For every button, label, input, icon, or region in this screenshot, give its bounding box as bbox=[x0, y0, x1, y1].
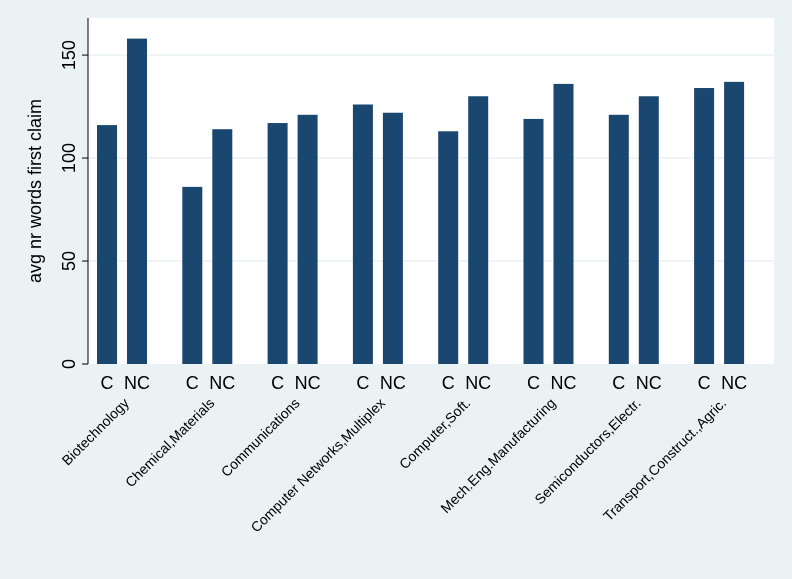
bar-c-1 bbox=[182, 186, 203, 364]
bar-c-2 bbox=[267, 123, 288, 365]
bar-c-7 bbox=[694, 88, 715, 365]
bar-series-label: C bbox=[356, 373, 369, 393]
y-tick-label: 50 bbox=[59, 251, 79, 271]
bar-series-label: C bbox=[442, 373, 455, 393]
bar-series-label: C bbox=[186, 373, 199, 393]
gridlines bbox=[88, 54, 774, 262]
y-tick-label: 0 bbox=[59, 359, 79, 369]
y-axis-title: avg nr words first claim bbox=[25, 99, 45, 283]
bar-nc-3 bbox=[382, 112, 403, 364]
bar-series-label: NC bbox=[551, 373, 577, 393]
bar-series-label: NC bbox=[465, 373, 491, 393]
bars bbox=[97, 38, 745, 365]
y-tick-label: 150 bbox=[59, 40, 79, 70]
bar-c-6 bbox=[608, 114, 629, 364]
bar-series-label: NC bbox=[636, 373, 662, 393]
bar-series-label: C bbox=[101, 373, 114, 393]
y-axis-ticks: 0 50 100 150 bbox=[59, 40, 88, 369]
bar-nc-4 bbox=[468, 96, 489, 364]
category-label: Chemical,Materials bbox=[122, 395, 217, 490]
bar-nc-7 bbox=[724, 81, 745, 364]
category-label: Computer,Soft. bbox=[396, 395, 473, 472]
bar-nc-1 bbox=[212, 129, 233, 364]
bar-series-label: NC bbox=[380, 373, 406, 393]
bar-nc-5 bbox=[553, 83, 574, 365]
category-label: Computer Networks,Multiplex bbox=[247, 395, 388, 536]
plot-area bbox=[88, 18, 774, 364]
bar-series-label: NC bbox=[124, 373, 150, 393]
bar-labels: C NC C NC C NC C NC C NC C NC C NC C NC bbox=[101, 373, 748, 393]
bar-c-5 bbox=[523, 118, 544, 365]
bar-series-label: C bbox=[612, 373, 625, 393]
bar-series-label: NC bbox=[721, 373, 747, 393]
bar-c-4 bbox=[438, 131, 459, 364]
bar-c-0 bbox=[97, 125, 117, 364]
bar-series-label: C bbox=[271, 373, 284, 393]
y-tick-label: 100 bbox=[59, 143, 79, 173]
bar-series-label: C bbox=[527, 373, 540, 393]
bar-series-label: NC bbox=[209, 373, 235, 393]
bar-nc-6 bbox=[638, 96, 659, 364]
category-label: Biotechnology bbox=[59, 395, 133, 469]
bar-series-label: C bbox=[698, 373, 711, 393]
category-label: Communications bbox=[218, 395, 303, 480]
bar-nc-0 bbox=[127, 38, 147, 364]
bar-c-3 bbox=[352, 104, 373, 364]
bar-nc-2 bbox=[297, 114, 318, 364]
bar-series-label: NC bbox=[295, 373, 321, 393]
